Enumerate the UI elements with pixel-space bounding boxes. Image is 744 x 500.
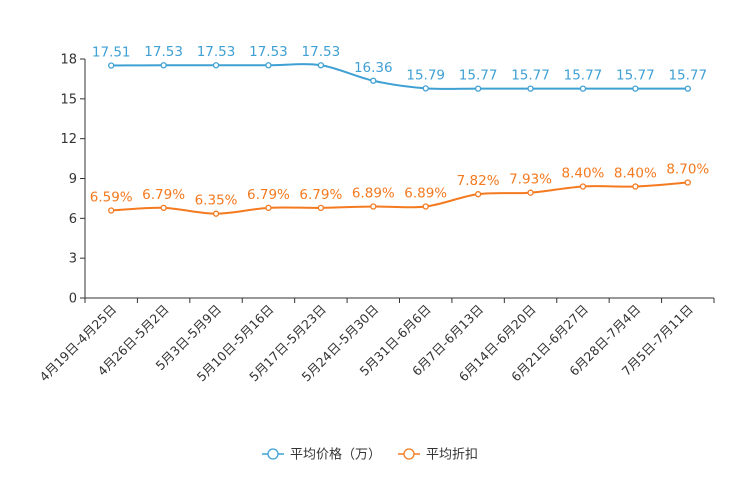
series-0-point <box>474 85 482 92</box>
legend-label: 平均折扣 <box>426 448 478 463</box>
series-1-point <box>684 179 691 186</box>
series-0-data-label: 17.53 <box>302 44 341 60</box>
series-0-point <box>160 62 167 69</box>
series-0-data-label: 15.79 <box>406 67 445 83</box>
series-1-data-label: 6.35% <box>195 193 238 209</box>
series-line-0 <box>111 63 688 90</box>
series-1-point <box>370 203 377 210</box>
series-1-data-label: 6.79% <box>247 187 290 203</box>
legend-marker-icon <box>403 448 415 460</box>
series-0-point <box>632 85 639 92</box>
series-1-point <box>108 207 115 214</box>
y-tick-label: 18 <box>60 53 77 68</box>
legend-label: 平均价格（万） <box>290 447 381 463</box>
series-1-data-label: 8.70% <box>666 161 709 177</box>
legend-item-0[interactable]: 平均价格（万） <box>262 447 381 463</box>
series-0-data-label: 15.77 <box>564 68 603 84</box>
series-1-point <box>474 191 482 198</box>
axes-layer: 03691215184月19日-4月25日4月26日-5月2日5月3日-5月9日… <box>36 53 715 384</box>
series-1-point <box>160 204 167 211</box>
series-0-point <box>527 85 534 92</box>
series-0-data-label: 17.53 <box>144 44 183 60</box>
y-tick-label: 9 <box>69 172 77 187</box>
series-1-point <box>265 204 272 211</box>
series-1-data-label: 8.40% <box>614 165 657 181</box>
data-labels-layer: 17.51 17.53 17.53 17.53 17.53 16.36 15.79 15.77… <box>90 44 710 208</box>
series-1-data-label: 7.93% <box>509 172 552 188</box>
series-1-data-label: 6.89% <box>404 186 447 202</box>
series-0-data-label: 17.53 <box>197 44 236 60</box>
series-1-point <box>632 183 639 190</box>
series-0-data-label: 15.77 <box>668 68 707 84</box>
series-0-data-label: 17.51 <box>92 45 131 61</box>
series-1-point <box>212 210 220 217</box>
series-0-data-label: 15.77 <box>459 68 498 84</box>
series-0-data-label: 15.77 <box>511 68 550 84</box>
legend-item-1[interactable]: 平均折扣 <box>398 448 478 463</box>
series-line-1 <box>111 181 688 215</box>
series-1-point <box>422 203 429 210</box>
series-0-point <box>370 77 377 84</box>
series-1-point <box>317 204 325 211</box>
series-1-data-label: 6.89% <box>352 186 395 202</box>
series-0-data-label: 16.36 <box>354 60 393 76</box>
series-0-point <box>579 85 587 92</box>
legend-marker-icon <box>267 448 279 460</box>
series-1-point <box>579 183 587 190</box>
y-tick-label: 12 <box>60 132 77 147</box>
legend[interactable]: 平均价格（万） 平均折扣 <box>262 447 478 463</box>
series-1-data-label: 8.40% <box>562 165 605 181</box>
series-0-point <box>684 85 691 92</box>
series-1-data-label: 6.79% <box>142 187 185 203</box>
series-1-data-label: 6.79% <box>299 187 342 203</box>
series-1-data-label: 7.82% <box>457 173 500 189</box>
series-0-point <box>265 62 272 69</box>
series-1-data-label: 6.59% <box>90 189 133 205</box>
y-tick-label: 6 <box>69 212 77 227</box>
series-1-point <box>527 189 534 196</box>
y-tick-label: 0 <box>69 292 77 307</box>
series-0-point <box>212 62 220 69</box>
series-layer <box>108 62 691 217</box>
series-0-data-label: 15.77 <box>616 68 655 84</box>
series-0-point <box>317 62 325 69</box>
series-0-data-label: 17.53 <box>249 44 288 60</box>
y-tick-label: 3 <box>69 252 77 267</box>
y-tick-label: 15 <box>60 92 77 107</box>
series-0-point <box>108 62 115 69</box>
series-0-point <box>422 85 429 92</box>
